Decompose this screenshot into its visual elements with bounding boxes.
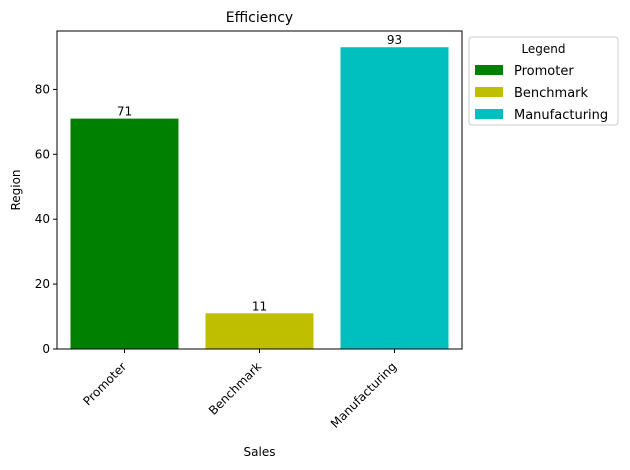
x-tick-label-benchmark: Benchmark: [206, 359, 264, 417]
legend-label-benchmark: Benchmark: [514, 86, 589, 101]
y-tick-label-60: 60: [35, 147, 50, 161]
legend-box: [468, 36, 619, 126]
x-tick-label-promoter: Promoter: [80, 359, 129, 408]
legend-items: Promoter Benchmark Manufacturing: [475, 64, 608, 123]
x-axis: Promoter Benchmark Manufacturing: [80, 349, 399, 431]
plot-area: 71 11 93 0 20 40 60 80 Promoter Benchmark Manufa…: [35, 30, 463, 431]
bar-benchmark: [205, 313, 314, 349]
data-label-benchmark: 11: [252, 299, 267, 313]
bar-promoter: [70, 118, 179, 349]
legend-label-manufacturing: Manufacturing: [514, 108, 608, 123]
data-label-promoter: 71: [117, 105, 132, 119]
legend-title: Legend: [521, 42, 565, 56]
legend-swatch-benchmark: [475, 87, 503, 97]
legend: Legend Promoter Benchmark Manufacturing: [468, 36, 619, 126]
bars-group: [70, 47, 449, 350]
y-tick-label-80: 80: [35, 82, 50, 96]
y-tick-label-40: 40: [35, 212, 50, 226]
x-tick-label-manufacturing: Manufacturing: [328, 359, 399, 430]
legend-swatch-manufacturing: [475, 109, 503, 119]
chart-title: Efficiency: [226, 10, 293, 26]
y-tick-label-20: 20: [35, 277, 50, 291]
y-axis: 0 20 40 60 80: [35, 82, 57, 356]
bar-manufacturing: [340, 47, 449, 350]
legend-label-promoter: Promoter: [514, 64, 574, 79]
y-tick-label-0: 0: [42, 342, 50, 356]
data-labels-group: 71 11 93: [117, 33, 402, 313]
x-axis-label: Sales: [244, 445, 276, 459]
y-axis-label: Region: [9, 169, 23, 210]
data-label-manufacturing: 93: [387, 33, 402, 47]
legend-swatch-promoter: [475, 65, 503, 75]
